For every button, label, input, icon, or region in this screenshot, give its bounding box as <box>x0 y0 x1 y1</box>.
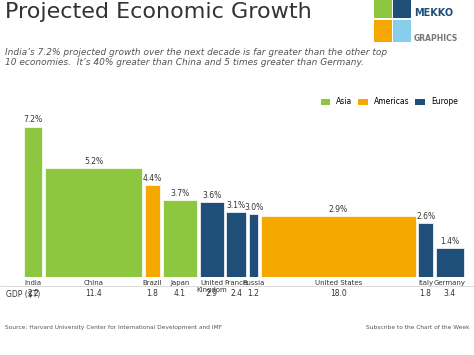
Text: 3.4: 3.4 <box>444 289 456 299</box>
Text: 7.2%: 7.2% <box>24 115 43 125</box>
Legend: Asia, Americas, Europe: Asia, Americas, Europe <box>318 94 461 109</box>
Text: 4.1: 4.1 <box>173 289 186 299</box>
Text: 18.0: 18.0 <box>330 289 346 299</box>
Bar <box>200 202 224 277</box>
Text: Subscribe to the Chart of the Week: Subscribe to the Chart of the Week <box>366 325 469 330</box>
Text: 11.4: 11.4 <box>85 289 102 299</box>
Text: 1.8: 1.8 <box>146 289 158 299</box>
Text: 1.2: 1.2 <box>247 289 260 299</box>
FancyBboxPatch shape <box>393 0 411 18</box>
Text: 1.8: 1.8 <box>419 289 431 299</box>
FancyBboxPatch shape <box>374 20 392 42</box>
Text: 1.4%: 1.4% <box>440 236 459 246</box>
Text: 5.2%: 5.2% <box>84 157 103 166</box>
Text: Projected Economic Growth: Projected Economic Growth <box>5 2 311 22</box>
Text: 2.6%: 2.6% <box>416 212 435 220</box>
Bar <box>249 214 258 277</box>
Bar <box>163 200 197 277</box>
Text: 3.6%: 3.6% <box>202 191 221 200</box>
Text: 3.1%: 3.1% <box>227 201 246 210</box>
Text: GDP ($T): GDP ($T) <box>6 289 40 299</box>
Text: GRAPHICS: GRAPHICS <box>414 34 458 43</box>
Text: 4.4%: 4.4% <box>143 174 162 183</box>
Bar <box>419 223 433 277</box>
Text: 2.2: 2.2 <box>27 289 39 299</box>
Text: 3.0%: 3.0% <box>244 203 263 212</box>
Bar <box>436 248 464 277</box>
Text: 3.7%: 3.7% <box>170 189 189 197</box>
Bar <box>261 216 416 277</box>
Bar <box>24 126 42 277</box>
FancyBboxPatch shape <box>393 20 411 42</box>
Bar <box>45 168 143 277</box>
FancyBboxPatch shape <box>374 0 392 18</box>
Text: MEKKO: MEKKO <box>414 8 453 18</box>
Bar <box>145 185 160 277</box>
Text: Source: Harvard University Center for International Development and IMF: Source: Harvard University Center for In… <box>5 325 222 330</box>
Text: 2.9%: 2.9% <box>329 205 348 214</box>
Text: 2.4: 2.4 <box>230 289 242 299</box>
Text: India’s 7.2% projected growth over the next decade is far greater than the other: India’s 7.2% projected growth over the n… <box>5 48 387 67</box>
Text: 2.9: 2.9 <box>206 289 218 299</box>
Bar <box>227 212 246 277</box>
